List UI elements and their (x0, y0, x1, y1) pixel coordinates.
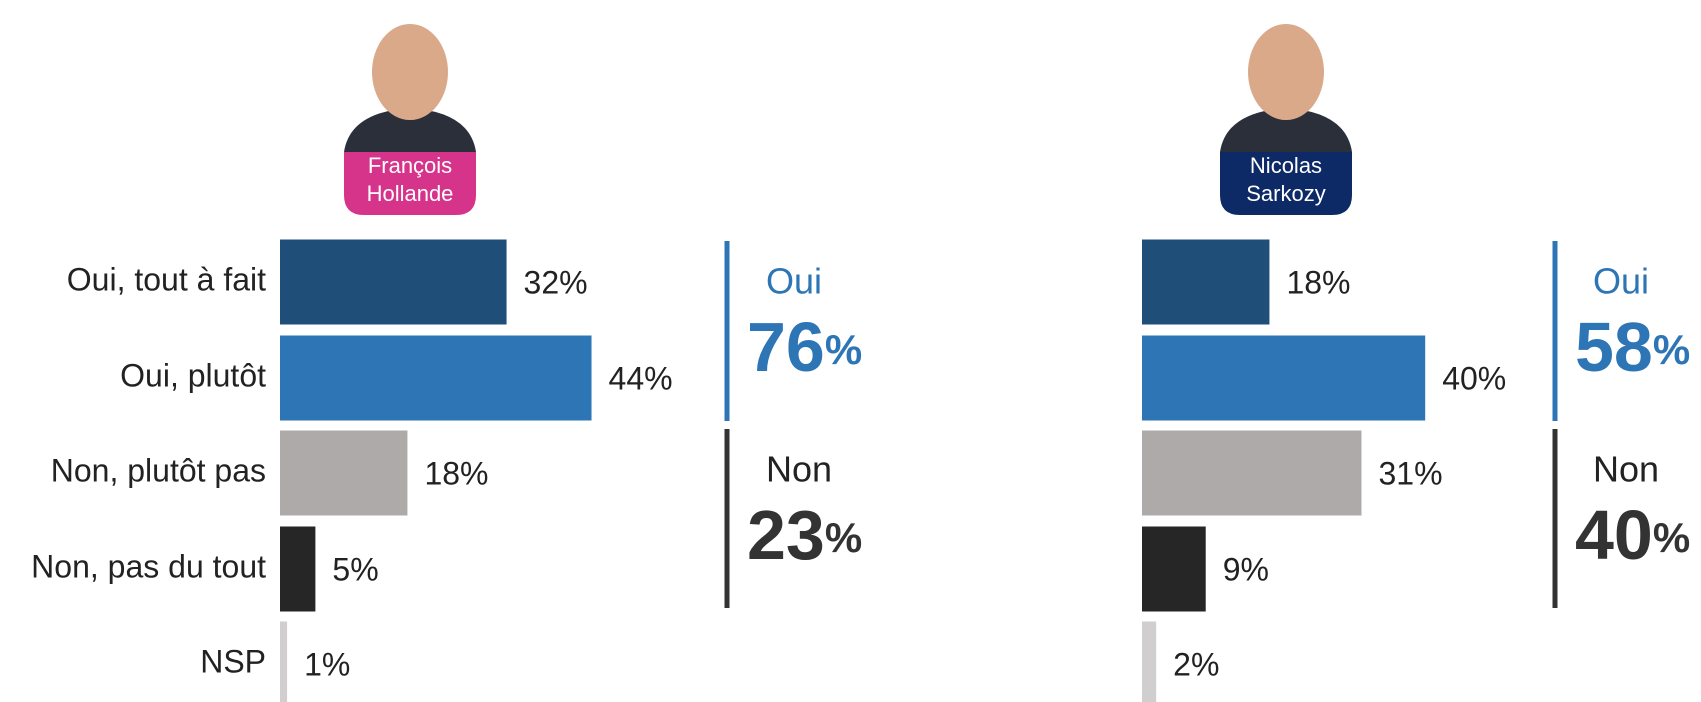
value-label: 18% (1286, 264, 1350, 300)
value-label: 18% (424, 455, 488, 491)
summary-label: Non (1593, 449, 1659, 490)
summary-value: 76% (747, 308, 862, 386)
person-name: Nicolas (1250, 153, 1322, 178)
summary-unit: % (825, 326, 862, 373)
bar (280, 621, 288, 702)
value-label: 32% (524, 264, 588, 300)
person-name: Hollande (367, 181, 454, 206)
name-box (344, 152, 476, 215)
summary-label: Oui (1593, 261, 1649, 302)
bar (280, 239, 507, 325)
summary-number: 40 (1575, 496, 1653, 574)
category-label: Oui, plutôt (120, 357, 266, 393)
bar (1142, 430, 1362, 516)
summary-number: 76 (747, 308, 825, 386)
photo-shoulders (1220, 108, 1352, 152)
value-label: 1% (304, 646, 350, 682)
bar (280, 430, 408, 516)
summary-unit: % (825, 514, 862, 561)
summary-label: Non (766, 449, 832, 490)
value-label: 31% (1378, 455, 1442, 491)
person-name: Sarkozy (1246, 181, 1325, 206)
bar (1142, 621, 1157, 702)
category-label: Non, plutôt pas (51, 452, 266, 488)
category-label: Non, pas du tout (31, 548, 266, 584)
bar (1142, 239, 1270, 325)
category-label: NSP (200, 643, 266, 679)
bar (1142, 526, 1206, 612)
person-name: François (368, 153, 452, 178)
value-label: 44% (609, 360, 673, 396)
summary-value: 58% (1575, 308, 1690, 386)
summary-unit: % (1653, 326, 1690, 373)
bar (280, 526, 316, 612)
name-box (1220, 152, 1352, 215)
category-label: Oui, tout à fait (67, 261, 266, 297)
value-label: 2% (1173, 646, 1219, 682)
photo-shoulders (344, 108, 476, 152)
photo-head (372, 24, 448, 120)
photo-head (1248, 24, 1324, 120)
value-label: 40% (1442, 360, 1506, 396)
summary-value: 40% (1575, 496, 1690, 574)
summary-number: 58 (1575, 308, 1653, 386)
bar (280, 335, 592, 421)
summary-number: 23 (747, 496, 825, 574)
value-label: 5% (332, 551, 378, 587)
summary-value: 23% (747, 496, 862, 574)
bar (1142, 335, 1426, 421)
summary-unit: % (1653, 514, 1690, 561)
summary-label: Oui (766, 261, 822, 302)
value-label: 9% (1223, 551, 1269, 587)
